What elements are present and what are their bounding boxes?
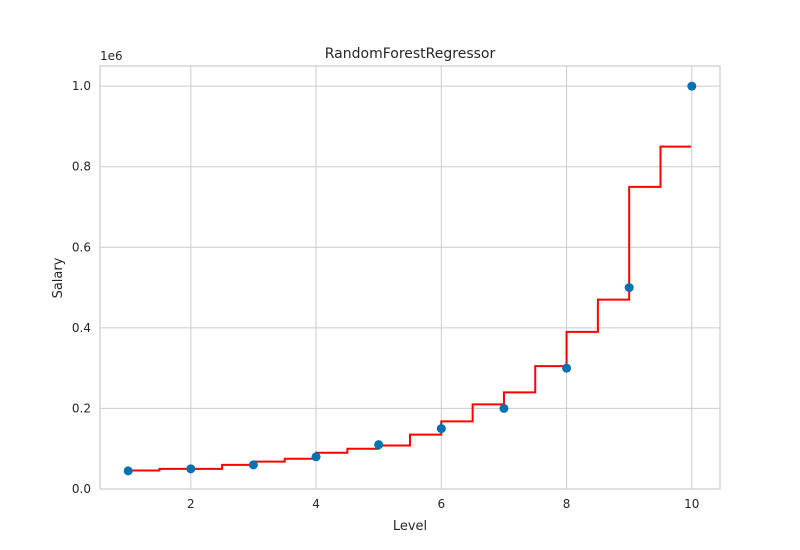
- y-tick-label: 0.2: [72, 401, 91, 415]
- data-point: [248, 460, 258, 470]
- x-tick-label: 4: [312, 497, 320, 511]
- series: [123, 81, 697, 476]
- y-tick-label: 0.8: [72, 160, 91, 174]
- chart-title: RandomForestRegressor: [325, 46, 496, 62]
- data-point: [499, 403, 509, 413]
- data-point: [436, 424, 446, 434]
- data-point: [186, 464, 196, 474]
- x-axis-label: Level: [393, 519, 427, 534]
- data-point: [374, 440, 384, 450]
- x-tick-label: 2: [187, 497, 195, 511]
- data-point: [687, 81, 697, 91]
- y-tick-label: 0.4: [72, 321, 91, 335]
- y-tick-label: 1.0: [72, 79, 91, 93]
- y-tick-label: 0.0: [72, 482, 91, 496]
- y-axis-label: Salary: [51, 257, 66, 298]
- x-tick-label: 10: [684, 497, 699, 511]
- tick-labels: 2 4 6 8 10 0.0 0.2 0.4 0.6 0.8 1.0: [72, 79, 700, 511]
- data-point: [123, 466, 133, 476]
- x-tick-label: 6: [437, 497, 445, 511]
- y-tick-label: 0.6: [72, 240, 91, 254]
- plot-area: [99, 65, 721, 490]
- data-point: [624, 283, 634, 293]
- grid-lines: [100, 66, 720, 490]
- data-point: [562, 363, 572, 373]
- x-tick-label: 8: [563, 497, 571, 511]
- data-point: [311, 452, 321, 462]
- y-offset-label: 1e6: [100, 49, 123, 63]
